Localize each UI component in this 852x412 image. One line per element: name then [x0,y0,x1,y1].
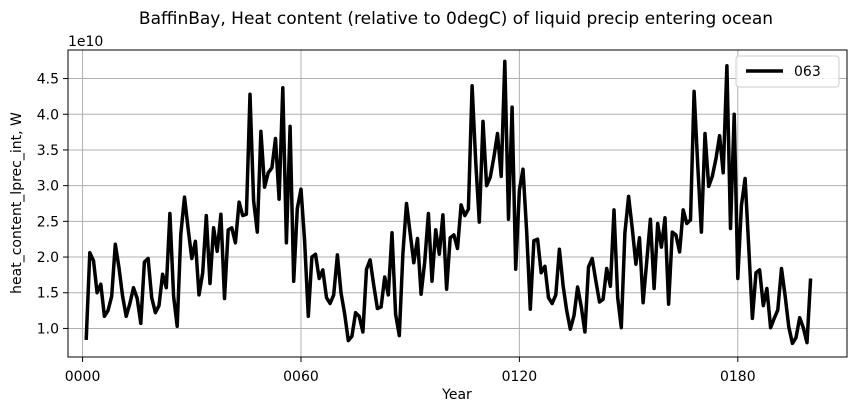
x-tick-label: 0000 [65,369,101,385]
y-tick-label: 3.5 [37,143,59,159]
y-tick-label: 2.5 [37,214,59,230]
y-tick-label: 2.0 [37,250,59,266]
y-axis-label: heat_content_lprec_int, W [9,112,25,294]
legend: 063 [735,55,840,88]
y-offset-label: 1e10 [68,34,103,50]
y-tick-label: 4.5 [37,72,59,88]
x-tick-label: 0060 [283,369,319,385]
x-tick-label: 0180 [720,369,756,385]
chart-title: BaffinBay, Heat content (relative to 0de… [139,9,773,29]
x-axis-label: Year [441,387,472,403]
y-tick-label: 1.0 [37,321,59,337]
y-axis-ticks: 1.0 1.5 2.0 2.5 3.0 3.5 4.0 4.5 [37,72,68,337]
plot-frame [67,49,848,358]
y-tick-label: 3.0 [37,179,59,195]
series-line-063 [84,59,813,346]
legend-label-063: 063 [794,64,821,80]
y-tick-label: 1.5 [37,286,59,302]
x-axis-ticks: 0000 0060 0120 0180 [65,357,756,385]
legend-box [735,55,840,88]
series-group [84,59,813,346]
y-tick-label: 4.0 [37,107,59,123]
x-tick-label: 0120 [502,369,538,385]
